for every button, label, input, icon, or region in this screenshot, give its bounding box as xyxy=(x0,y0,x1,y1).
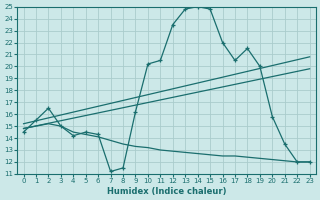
X-axis label: Humidex (Indice chaleur): Humidex (Indice chaleur) xyxy=(107,187,226,196)
